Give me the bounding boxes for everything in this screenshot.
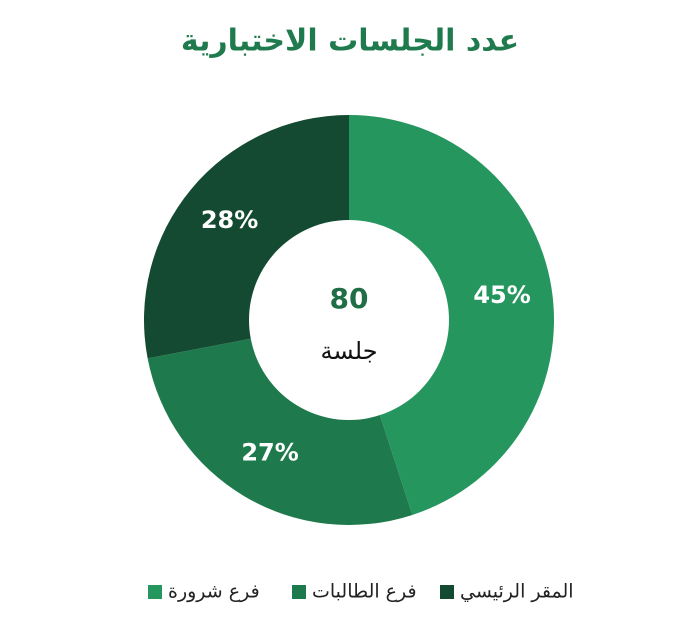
slice — [349, 115, 555, 515]
slice-label: 45% — [473, 281, 530, 309]
legend-label: فرع الطالبات — [312, 581, 417, 603]
legend-label: المقر الرئيسي — [460, 581, 574, 603]
center-value: 80 — [330, 282, 369, 315]
legend-swatch — [292, 585, 306, 599]
legend-swatch — [148, 585, 162, 599]
center-label: جلسة — [320, 337, 377, 365]
legend-label: فرع شرورة — [168, 581, 260, 603]
slice-label: 27% — [241, 438, 298, 466]
slice-label: 28% — [201, 206, 258, 234]
legend-swatch — [440, 585, 454, 599]
donut-hole — [249, 220, 449, 420]
chart-title: عدد الجلسات الاختبارية — [181, 24, 519, 59]
